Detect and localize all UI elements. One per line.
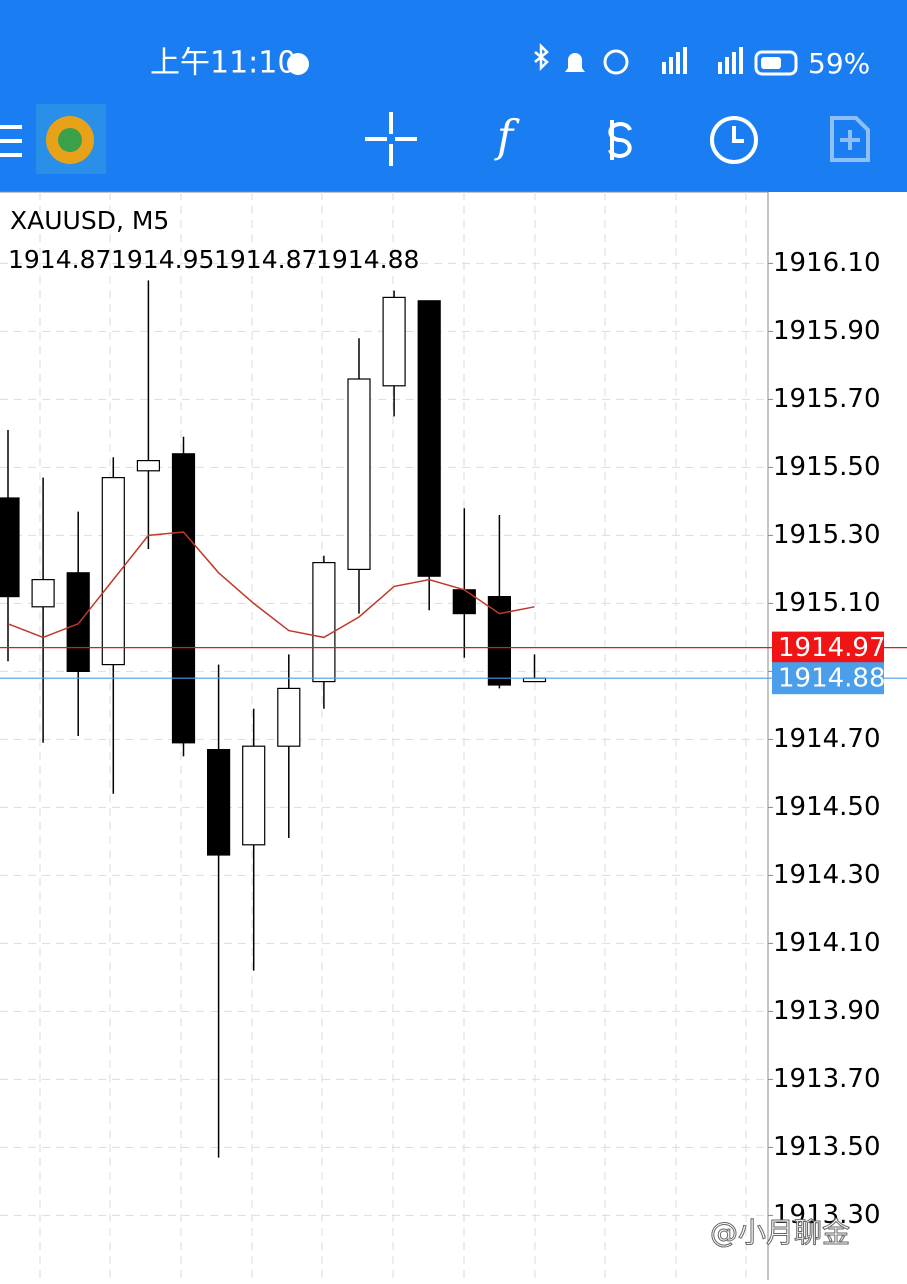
toolbar-icons[interactable]: f xyxy=(365,112,870,167)
y-tick-label: 1915.70 xyxy=(773,384,881,414)
watermark: @小月聊金 xyxy=(710,1216,850,1249)
y-tick-label: 1915.90 xyxy=(773,316,881,346)
candle-body xyxy=(382,296,406,387)
price-label-box xyxy=(772,662,884,695)
grid: 1913.30 1913.50 1913.70 1913.90 1914.10 1914.… xyxy=(0,248,881,1230)
candle-body xyxy=(312,561,336,683)
y-tick-label: 1913.30 xyxy=(773,1200,881,1230)
top-bar xyxy=(0,0,907,192)
ohlc-close: 1914.88 xyxy=(316,245,419,274)
candle-body xyxy=(207,748,231,856)
y-tick-label: 1914.70 xyxy=(773,724,881,754)
candle-body xyxy=(417,300,441,577)
y-tick-label: 1915.10 xyxy=(773,588,881,618)
battery-level: 59% xyxy=(808,47,870,80)
moving-average xyxy=(7,531,535,639)
y-tick-label: 1915.30 xyxy=(773,520,881,550)
app-logo[interactable] xyxy=(36,104,106,174)
y-tick-label: 1913.90 xyxy=(773,996,881,1026)
status-icons xyxy=(534,42,798,76)
y-tick-label: 1915.50 xyxy=(773,452,881,482)
candle-body xyxy=(31,578,55,608)
candle-body xyxy=(136,460,160,472)
candle-body xyxy=(0,497,20,598)
candle-body xyxy=(452,589,476,615)
status-icon xyxy=(287,53,309,75)
ohlc-low: 1914.87 xyxy=(214,245,317,274)
candle-body xyxy=(171,453,196,744)
chart-title: XAUUSD, M5 xyxy=(10,206,169,235)
candle-body xyxy=(101,477,125,666)
y-tick-label: 1914.50 xyxy=(773,792,881,822)
menu-button[interactable] xyxy=(0,125,22,157)
candle-body xyxy=(347,378,371,570)
ohlc-open: 1914.87 xyxy=(8,245,111,274)
y-tick-label: 1914.10 xyxy=(773,928,881,958)
candle-body xyxy=(66,572,90,672)
ohlc-readout: 1914.87 1914.95 1914.87 1914.88 xyxy=(8,245,419,274)
status-time: 上午11:10 xyxy=(150,46,296,81)
y-tick-label: 1913.50 xyxy=(773,1132,881,1162)
candle-body xyxy=(277,687,301,747)
y-tick-label: 1914.30 xyxy=(773,860,881,890)
candle-body xyxy=(487,595,511,686)
y-tick-label: 1916.10 xyxy=(773,248,881,278)
price-label: 1914.97 xyxy=(778,633,886,663)
y-tick-label: 1913.70 xyxy=(773,1064,881,1094)
price-label-box xyxy=(772,631,884,664)
candle-body xyxy=(242,745,266,846)
ohlc-high: 1914.95 xyxy=(111,245,214,274)
price-label: 1914.88 xyxy=(778,664,886,694)
